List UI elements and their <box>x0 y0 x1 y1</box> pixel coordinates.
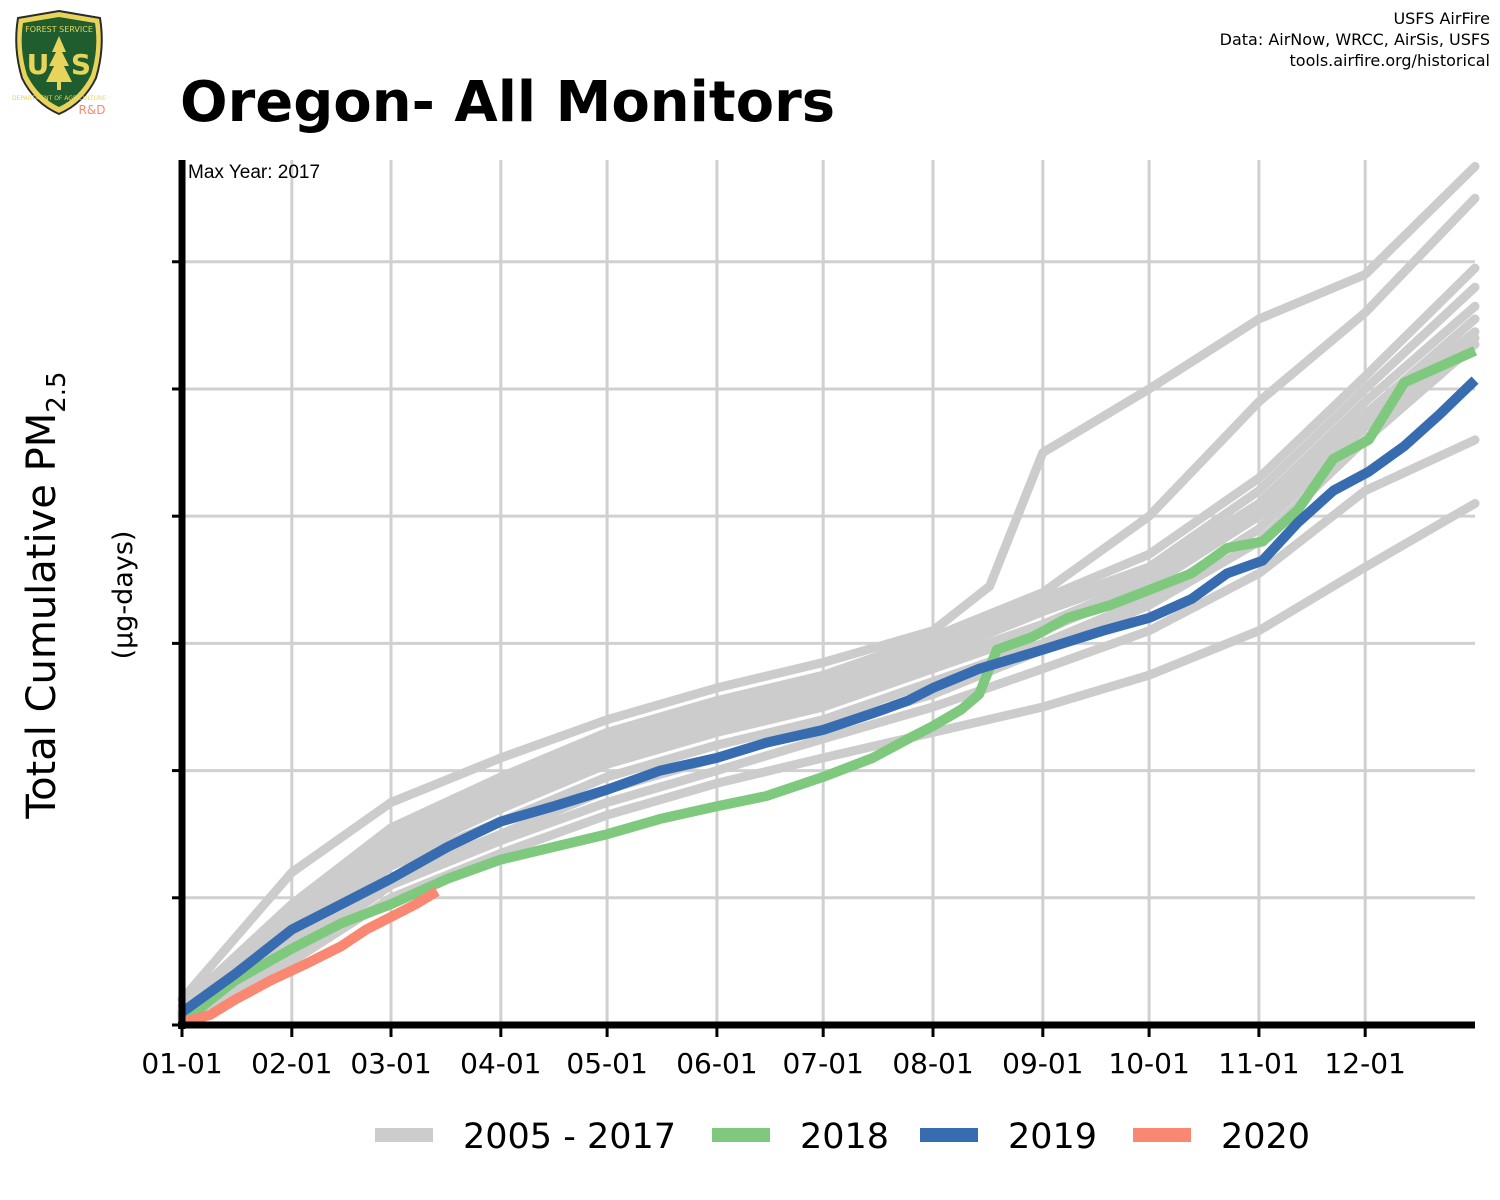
logo-rd-tag: R&D <box>79 103 106 117</box>
historical-line-2 <box>177 193 1480 1011</box>
credit-line-1: USFS AirFire <box>1393 9 1490 28</box>
x-tick-label-11-01: 11-01 <box>1218 1047 1299 1080</box>
historical-line-7 <box>177 327 1480 1020</box>
chart-title: Oregon- All Monitors <box>180 70 836 135</box>
axes <box>172 160 1475 1037</box>
series-line-2020 <box>180 887 440 1028</box>
credit-line-2: Data: AirNow, WRCC, AirSis, USFS <box>1219 30 1490 49</box>
usfs-shield-logo: FOREST SERVICE U S DEPARTMENT OF AGRICUL… <box>12 9 106 117</box>
x-tick-label-03-01: 03-01 <box>350 1047 431 1080</box>
x-tick-label-10-01: 10-01 <box>1108 1047 1189 1080</box>
x-tick-label-08-01: 08-01 <box>892 1047 973 1080</box>
legend-label: 2020 <box>1221 1117 1310 1157</box>
svg-text:U: U <box>27 48 50 81</box>
legend-label: 2005 - 2017 <box>463 1117 676 1157</box>
x-tick-labels: 01-01 02-01 03-01 04-01 05-01 06-01 07-01 08-01… <box>141 1047 1406 1080</box>
y-axis-label-text: Total Cumulative PM <box>19 413 65 820</box>
x-tick-label-04-01: 04-01 <box>460 1047 541 1080</box>
historical-line-11 <box>177 499 1480 1024</box>
legend-label: 2018 <box>800 1117 889 1157</box>
logo-bottom-text: DEPARTMENT OF AGRICULTURE <box>12 95 106 102</box>
legend-item-4: 2020 <box>1133 1117 1310 1157</box>
legend-item-3: 2019 <box>920 1117 1097 1157</box>
x-tick-label-01-01: 01-01 <box>141 1047 222 1080</box>
historical-line-10 <box>177 435 1480 1024</box>
series-line-2019 <box>179 376 1479 1017</box>
x-tick-label-12-01: 12-01 <box>1324 1047 1405 1080</box>
historical-line-1 <box>177 161 1480 1005</box>
y-axis-label: Total Cumulative PM2.5 <box>19 371 72 819</box>
x-tick-label-06-01: 06-01 <box>676 1047 757 1080</box>
credit-line-3: tools.airfire.org/historical <box>1289 51 1490 70</box>
legend-label: 2019 <box>1008 1117 1097 1157</box>
x-tick-label-09-01: 09-01 <box>1002 1047 1083 1080</box>
svg-text:S: S <box>71 48 91 81</box>
historical-line-5 <box>177 301 1480 1017</box>
historical-line-8 <box>177 333 1480 1021</box>
legend-item-1: 2005 - 2017 <box>375 1117 676 1157</box>
x-tick-label-02-01: 02-01 <box>251 1047 332 1080</box>
historical-line-4 <box>177 282 1480 1017</box>
historical-line-3 <box>177 263 1480 1017</box>
max-year-annotation: Max Year: 2017 <box>188 162 320 183</box>
y-axis-units: (µg-days) <box>108 531 139 660</box>
legend-item-2: 2018 <box>712 1117 889 1157</box>
historical-line-6 <box>177 314 1480 1020</box>
data-credits: USFS AirFire Data: AirNow, WRCC, AirSis,… <box>1220 8 1490 71</box>
series-line-2018 <box>178 346 1478 1027</box>
x-tick-label-05-01: 05-01 <box>566 1047 647 1080</box>
x-tick-label-07-01: 07-01 <box>782 1047 863 1080</box>
y-axis-label-subscript: 2.5 <box>42 371 72 412</box>
highlight-lines <box>178 346 1479 1028</box>
legend: 2005 - 2017 2018 2019 2020 <box>375 1117 1310 1157</box>
logo-top-text: FOREST SERVICE <box>25 25 93 34</box>
